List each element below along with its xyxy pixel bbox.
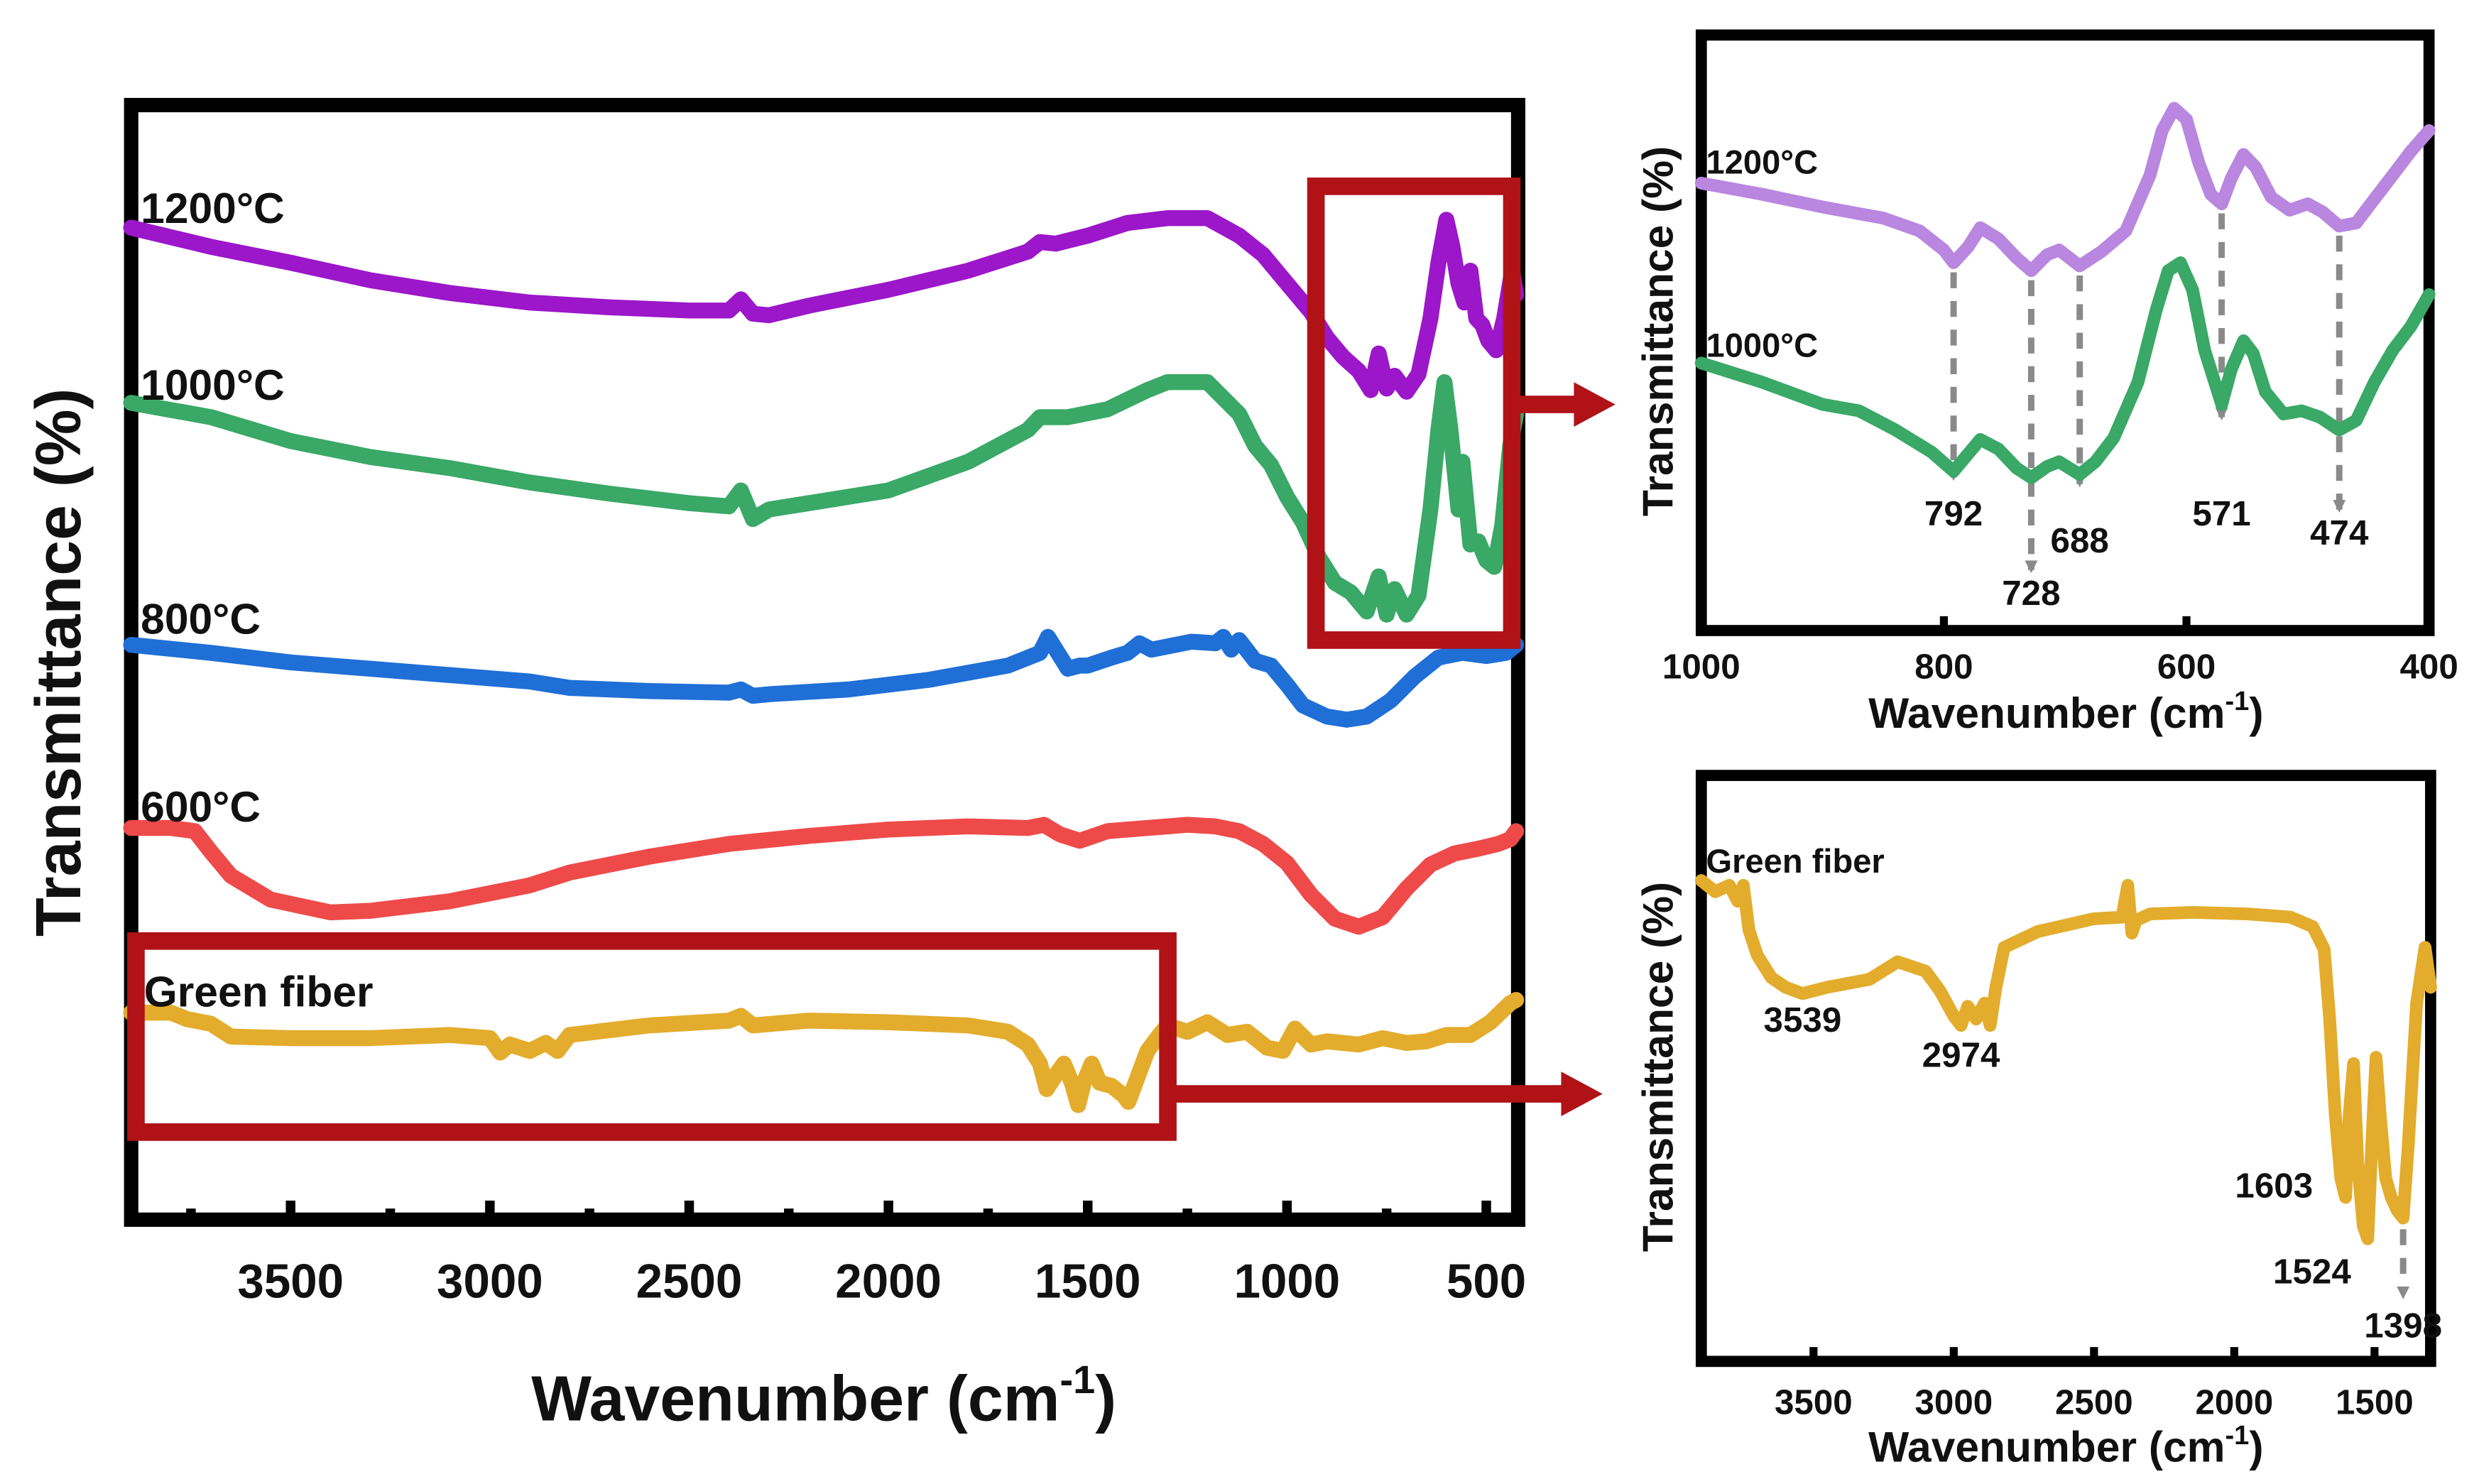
top-inset-label-1200c: 1200°C [1706, 143, 1819, 180]
main-x-axis-title-close: ) [1095, 1363, 1116, 1434]
main-x-axis-title: Wavenumber (cm-1) [531, 1357, 1116, 1434]
highlight-arrows [1167, 382, 1616, 1116]
bottom-x-tick-label-1500: 1500 [2336, 1382, 2414, 1422]
bottom-inset-x-axis-title-text: Wavenumber (cm [1868, 1423, 2225, 1471]
bottom-inset-x-axis-title: Wavenumber (cm-1) [1868, 1420, 2263, 1471]
bottom-peak-label-2974: 2974 [1922, 1035, 2000, 1074]
series-label-600c: 600°C [141, 782, 261, 831]
bottom-inset-frame [1695, 770, 2436, 1368]
top-inset-x-axis-title: Wavenumber (cm-1) [1868, 686, 2263, 737]
top-x-tick-label-800: 800 [1914, 647, 1973, 686]
top-peak-arrowhead-571 [2215, 408, 2228, 421]
bottom-x-tick-label-3000: 3000 [1914, 1382, 1993, 1422]
top-x-tick-label-600: 600 [2157, 647, 2216, 686]
top-peak-label-792: 792 [1924, 494, 1983, 533]
bottom-peak-label-3539: 3539 [1764, 1000, 1842, 1040]
main-series-800c [123, 628, 1525, 728]
top-peak-label-474: 474 [2310, 513, 2369, 552]
main-series-green-fiber [123, 992, 1525, 1113]
main-x-axis-title-sup: -1 [1059, 1357, 1095, 1402]
main-plot-frame [124, 97, 1526, 1227]
bottom-peak-label-1524: 1524 [2273, 1252, 2351, 1291]
bottom-inset-panel: 3500 3000 2500 2000 1500 3539 2974 1603 1524 139… [1633, 770, 2442, 1471]
main-x-tick-label-3000: 3000 [437, 1255, 543, 1309]
main-y-axis-title: Transmittance (%) [23, 388, 94, 937]
bottom-x-tick-label-2500: 2500 [2055, 1382, 2133, 1422]
top-inset-peak-guides [1947, 213, 2346, 574]
top-inset-x-axis-title-text: Wavenumber (cm [1868, 689, 2225, 737]
top-peak-arrowhead-728 [2025, 560, 2038, 574]
bottom-inset-x-ticks: 3500 3000 2500 2000 1500 [1775, 1347, 2414, 1422]
main-x-tick-label-2500: 2500 [636, 1255, 743, 1309]
main-x-axis-title-text: Wavenumber (cm [531, 1363, 1059, 1434]
main-panel: 3500 3000 2500 2000 1500 1000 500 1200°C 1000°… [23, 97, 1526, 1434]
top-inset-x-axis-title-sup: -1 [2225, 686, 2249, 716]
bottom-inset-peak-guides [2397, 1229, 2410, 1299]
top-inset-x-ticks: 1000 800 600 400 [1662, 616, 2458, 686]
top-inset-frame [1695, 29, 2435, 636]
top-x-tick-label-400: 400 [2399, 647, 2458, 686]
bottom-peak-label-1603: 1603 [2235, 1166, 2313, 1205]
top-series-1000c [1694, 256, 2436, 484]
bottom-series-green-fiber [1694, 874, 2437, 1245]
bottom-x-tick-label-2000: 2000 [2195, 1382, 2273, 1422]
bottom-inset-x-axis-title-close: ) [2249, 1423, 2263, 1471]
main-x-tick-label-2000: 2000 [835, 1255, 942, 1309]
top-inset-x-axis-title-close: ) [2249, 689, 2263, 737]
main-x-tick-label-1000: 1000 [1234, 1255, 1341, 1309]
series-label-800c: 800°C [141, 595, 261, 643]
bottom-inset-y-axis-title: Transmittance (%) [1633, 882, 1682, 1252]
top-inset-panel: 1000 800 600 400 792 728 688 571 474 1200°C 100… [1633, 29, 2458, 737]
top-inset-label-1000c: 1000°C [1706, 326, 1819, 364]
bottom-peak-arrowhead-1398 [2397, 1286, 2410, 1299]
main-x-tick-label-500: 500 [1446, 1255, 1526, 1309]
series-label-1200c: 1200°C [141, 184, 285, 232]
top-peak-label-728: 728 [2002, 574, 2060, 613]
bottom-x-tick-label-3500: 3500 [1775, 1382, 1853, 1422]
bottom-peak-label-1398: 1398 [2364, 1306, 2442, 1346]
top-inset-y-axis-title: Transmittance (%) [1633, 146, 1682, 516]
main-x-ticks: 3500 3000 2500 2000 1500 1000 500 [186, 1200, 1526, 1309]
top-series-1200c [1694, 102, 2436, 278]
top-inset-series-group [1694, 102, 2436, 484]
bottom-inset-peak-labels: 3539 2974 1603 1524 1398 [1764, 1000, 2442, 1346]
main-series-1000c [123, 373, 1525, 623]
top-inset-peak-labels: 792 728 688 571 474 [1924, 494, 2369, 613]
top-x-tick-label-1000: 1000 [1662, 647, 1740, 686]
main-series-1200c [123, 210, 1525, 400]
arrow-to-top-inset-head [1574, 382, 1616, 427]
main-series-group [123, 210, 1525, 1113]
highlight-box-green-fiber [127, 932, 1177, 1141]
top-peak-label-688: 688 [2051, 521, 2109, 560]
series-label-1000c: 1000°C [141, 361, 285, 409]
main-x-tick-label-3500: 3500 [237, 1255, 344, 1309]
series-label-green-fiber: Green fiber [144, 967, 374, 1015]
top-peak-label-571: 571 [2192, 494, 2250, 533]
main-x-tick-label-1500: 1500 [1035, 1255, 1141, 1309]
top-peak-arrowhead-474 [2333, 500, 2346, 513]
main-series-600c [123, 817, 1525, 935]
highlight-box-fingerprint [1307, 178, 1521, 649]
arrow-to-bottom-inset-head [1561, 1071, 1603, 1116]
bottom-inset-x-axis-title-sup: -1 [2225, 1420, 2249, 1451]
bottom-inset-label-green-fiber: Green fiber [1706, 842, 1885, 880]
bottom-inset-series-group [1694, 874, 2437, 1245]
